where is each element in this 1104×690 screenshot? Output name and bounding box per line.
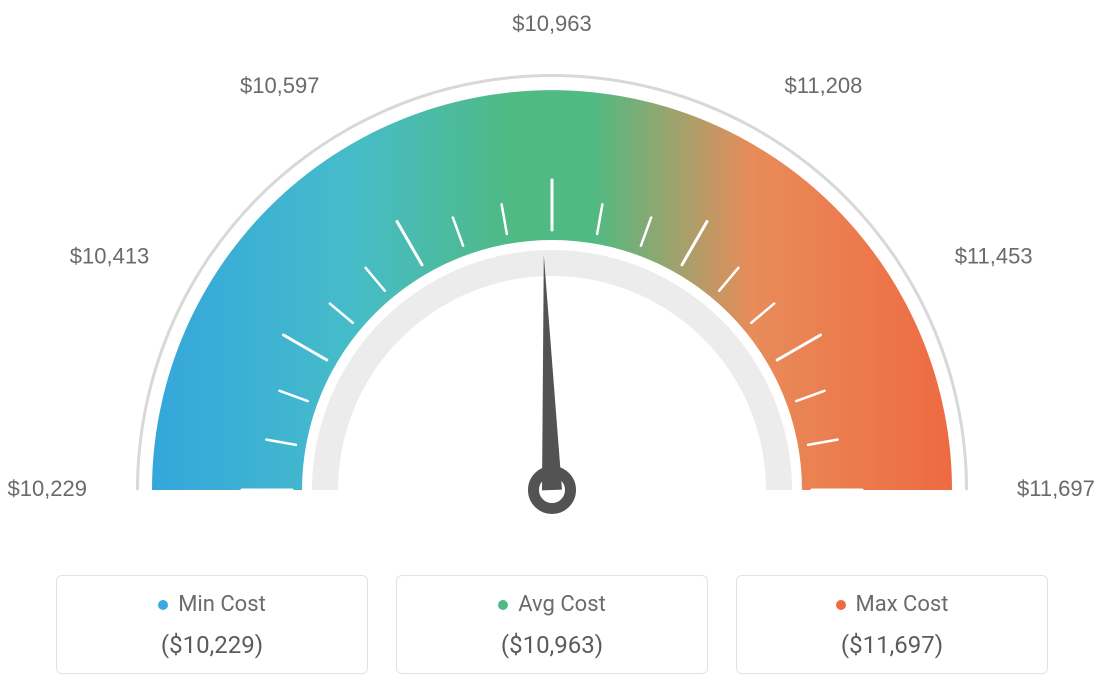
avg-cost-value: ($10,963): [397, 631, 707, 659]
svg-text:$10,229: $10,229: [7, 476, 87, 501]
max-dot-icon: [836, 600, 846, 610]
min-cost-title: Min Cost: [158, 592, 266, 617]
svg-text:$10,413: $10,413: [70, 243, 150, 268]
min-cost-value: ($10,229): [57, 631, 367, 659]
max-cost-label: Max Cost: [856, 592, 949, 617]
max-cost-title: Max Cost: [836, 592, 949, 617]
svg-text:$10,597: $10,597: [240, 73, 320, 98]
cost-cards-row: Min Cost ($10,229) Avg Cost ($10,963) Ma…: [0, 575, 1104, 674]
svg-text:$11,208: $11,208: [785, 73, 863, 98]
avg-cost-label: Avg Cost: [518, 592, 606, 617]
svg-text:$11,453: $11,453: [955, 243, 1033, 268]
svg-text:$10,963: $10,963: [512, 11, 592, 36]
min-dot-icon: [158, 600, 168, 610]
min-cost-card: Min Cost ($10,229): [56, 575, 368, 674]
max-cost-value: ($11,697): [737, 631, 1047, 659]
avg-dot-icon: [498, 600, 508, 610]
gauge-svg: $10,229 $10,413 $10,597 $10,963 $11,208 $11,4…: [0, 0, 1104, 540]
svg-text:$11,697: $11,697: [1017, 476, 1095, 501]
avg-cost-card: Avg Cost ($10,963): [396, 575, 708, 674]
max-cost-card: Max Cost ($11,697): [736, 575, 1048, 674]
gauge-chart: $10,229 $10,413 $10,597 $10,963 $11,208 $11,4…: [0, 0, 1104, 540]
avg-cost-title: Avg Cost: [498, 592, 606, 617]
min-cost-label: Min Cost: [178, 592, 266, 617]
